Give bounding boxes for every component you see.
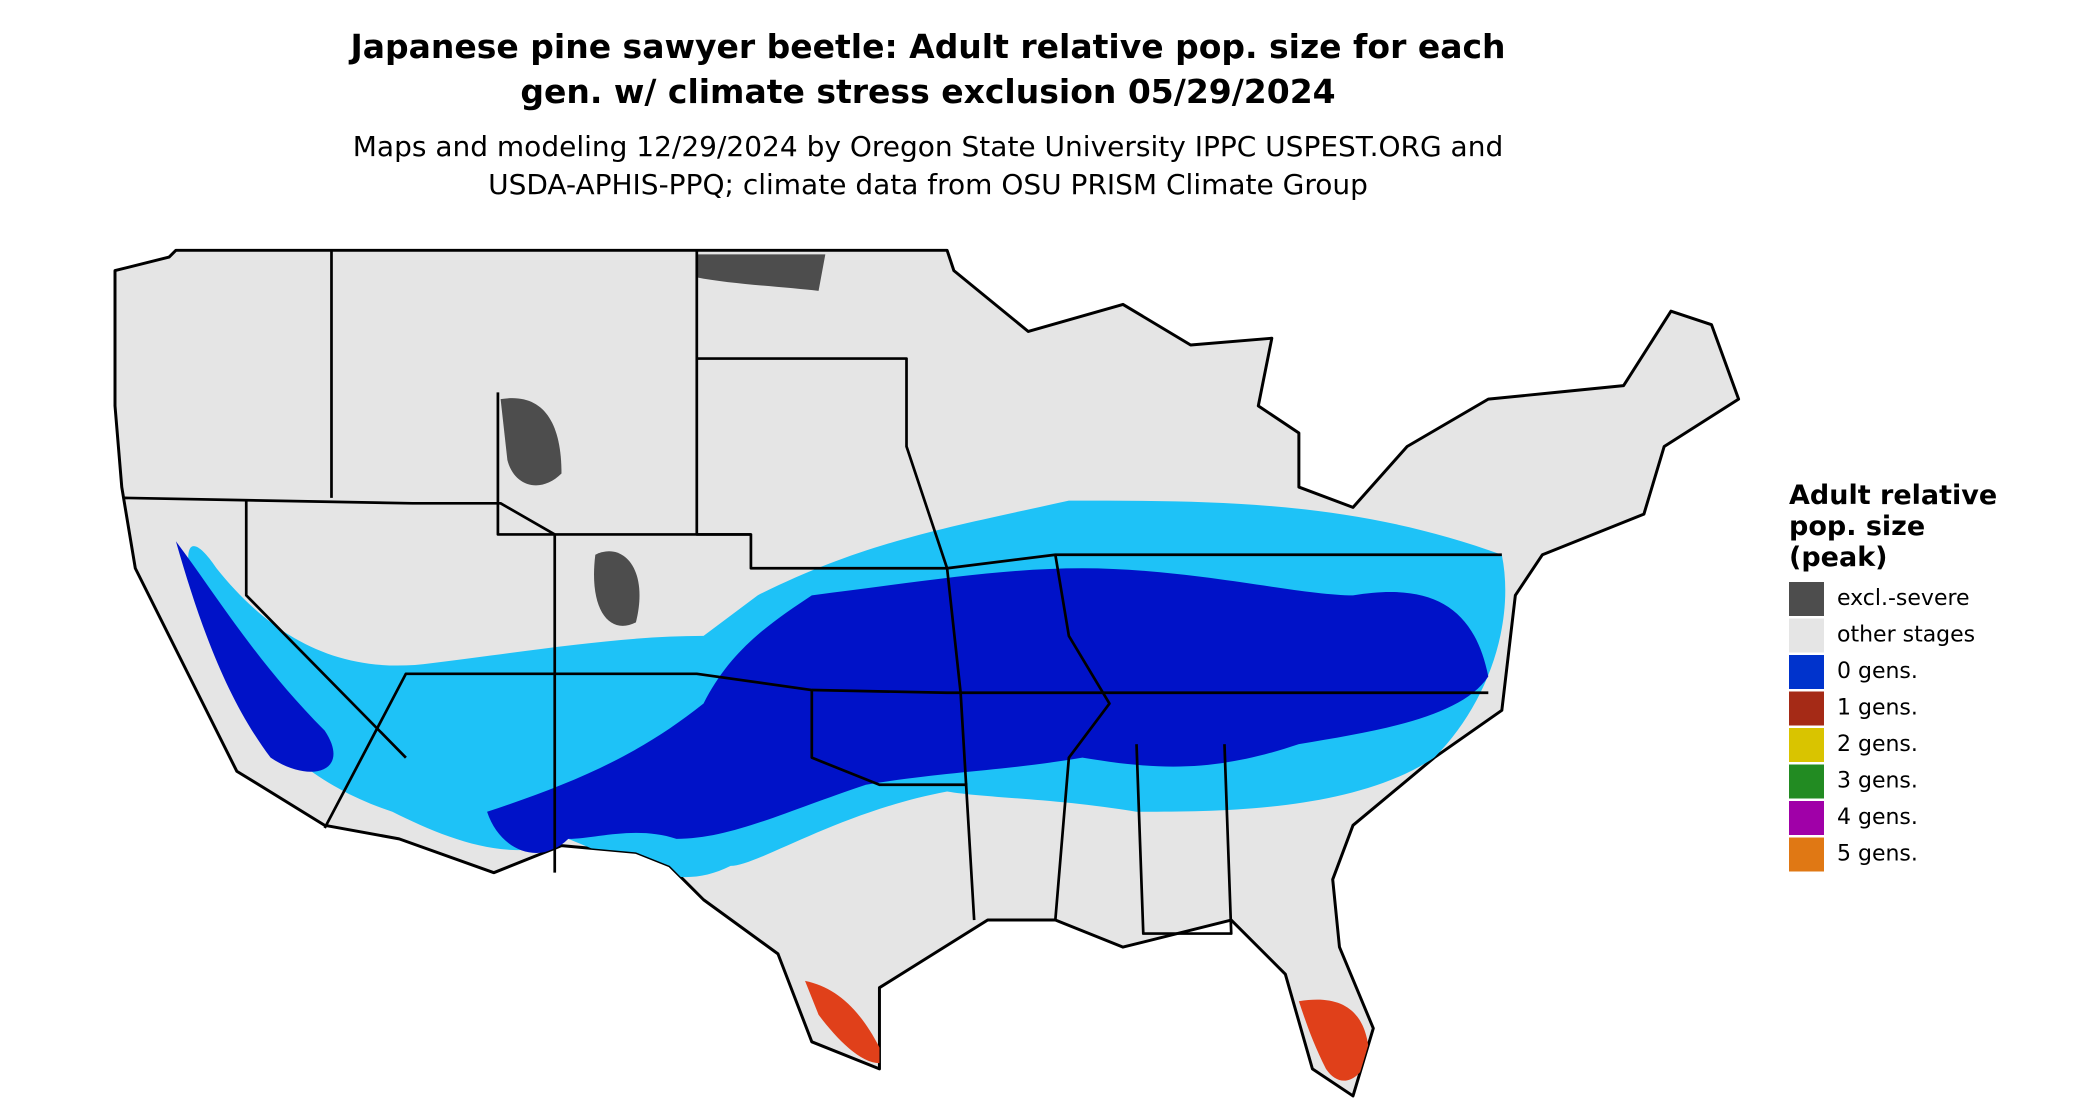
state-border bbox=[695, 250, 751, 536]
legend-title-line: pop. size bbox=[1789, 511, 1925, 542]
state-border bbox=[696, 357, 976, 921]
legend: Adult relative pop. size (peak) excl.-se… bbox=[1789, 480, 1997, 872]
legend-swatch bbox=[1789, 728, 1824, 762]
state-border bbox=[1135, 744, 1233, 935]
legend-label: 1 gens. bbox=[1837, 696, 1918, 721]
title-line: Japanese pine sawyer beetle: Adult relat… bbox=[348, 27, 1505, 66]
legend-label: 0 gens. bbox=[1837, 659, 1918, 684]
state-border bbox=[244, 500, 407, 759]
legend-label: excl.-severe bbox=[1837, 586, 1970, 611]
legend-swatch bbox=[1789, 618, 1824, 653]
legend-title-line: Adult relative bbox=[1789, 480, 1997, 511]
state-borders bbox=[124, 250, 1502, 935]
legend-swatch bbox=[1789, 801, 1824, 835]
legend-label: 5 gens. bbox=[1837, 842, 1918, 867]
legend-swatch bbox=[1789, 837, 1824, 872]
state-border bbox=[124, 496, 1502, 570]
legend-label: 3 gens. bbox=[1837, 769, 1918, 794]
legend-title-line: (peak) bbox=[1789, 542, 1888, 573]
legend-swatch bbox=[1789, 691, 1824, 726]
state-border bbox=[1053, 554, 1111, 921]
dark-blue-zone bbox=[487, 568, 1489, 853]
legend-swatch bbox=[1789, 655, 1824, 689]
legend-label: 4 gens. bbox=[1837, 805, 1918, 830]
red-zone bbox=[805, 980, 887, 1064]
state-border bbox=[323, 672, 1489, 829]
red-zone bbox=[1298, 999, 1370, 1081]
severe-zone bbox=[500, 398, 562, 486]
subtitle-line: Maps and modeling 12/29/2024 by Oregon S… bbox=[353, 130, 1504, 163]
state-border bbox=[810, 690, 968, 787]
dark-blue-zone bbox=[175, 541, 334, 772]
legend-swatch bbox=[1789, 764, 1824, 799]
legend-label: 2 gens. bbox=[1837, 732, 1918, 757]
model-zones bbox=[175, 254, 1506, 1081]
state-border bbox=[496, 392, 557, 873]
severe-zone bbox=[696, 254, 826, 291]
legend-label: other stages bbox=[1837, 623, 1975, 648]
title-line: gen. w/ climate stress exclusion 05/29/2… bbox=[520, 72, 1335, 111]
severe-zone bbox=[594, 551, 640, 626]
subtitle-line: USDA-APHIS-PPQ; climate data from OSU PR… bbox=[488, 168, 1368, 201]
legend-swatch bbox=[1789, 582, 1824, 616]
us-map bbox=[113, 248, 1741, 1098]
